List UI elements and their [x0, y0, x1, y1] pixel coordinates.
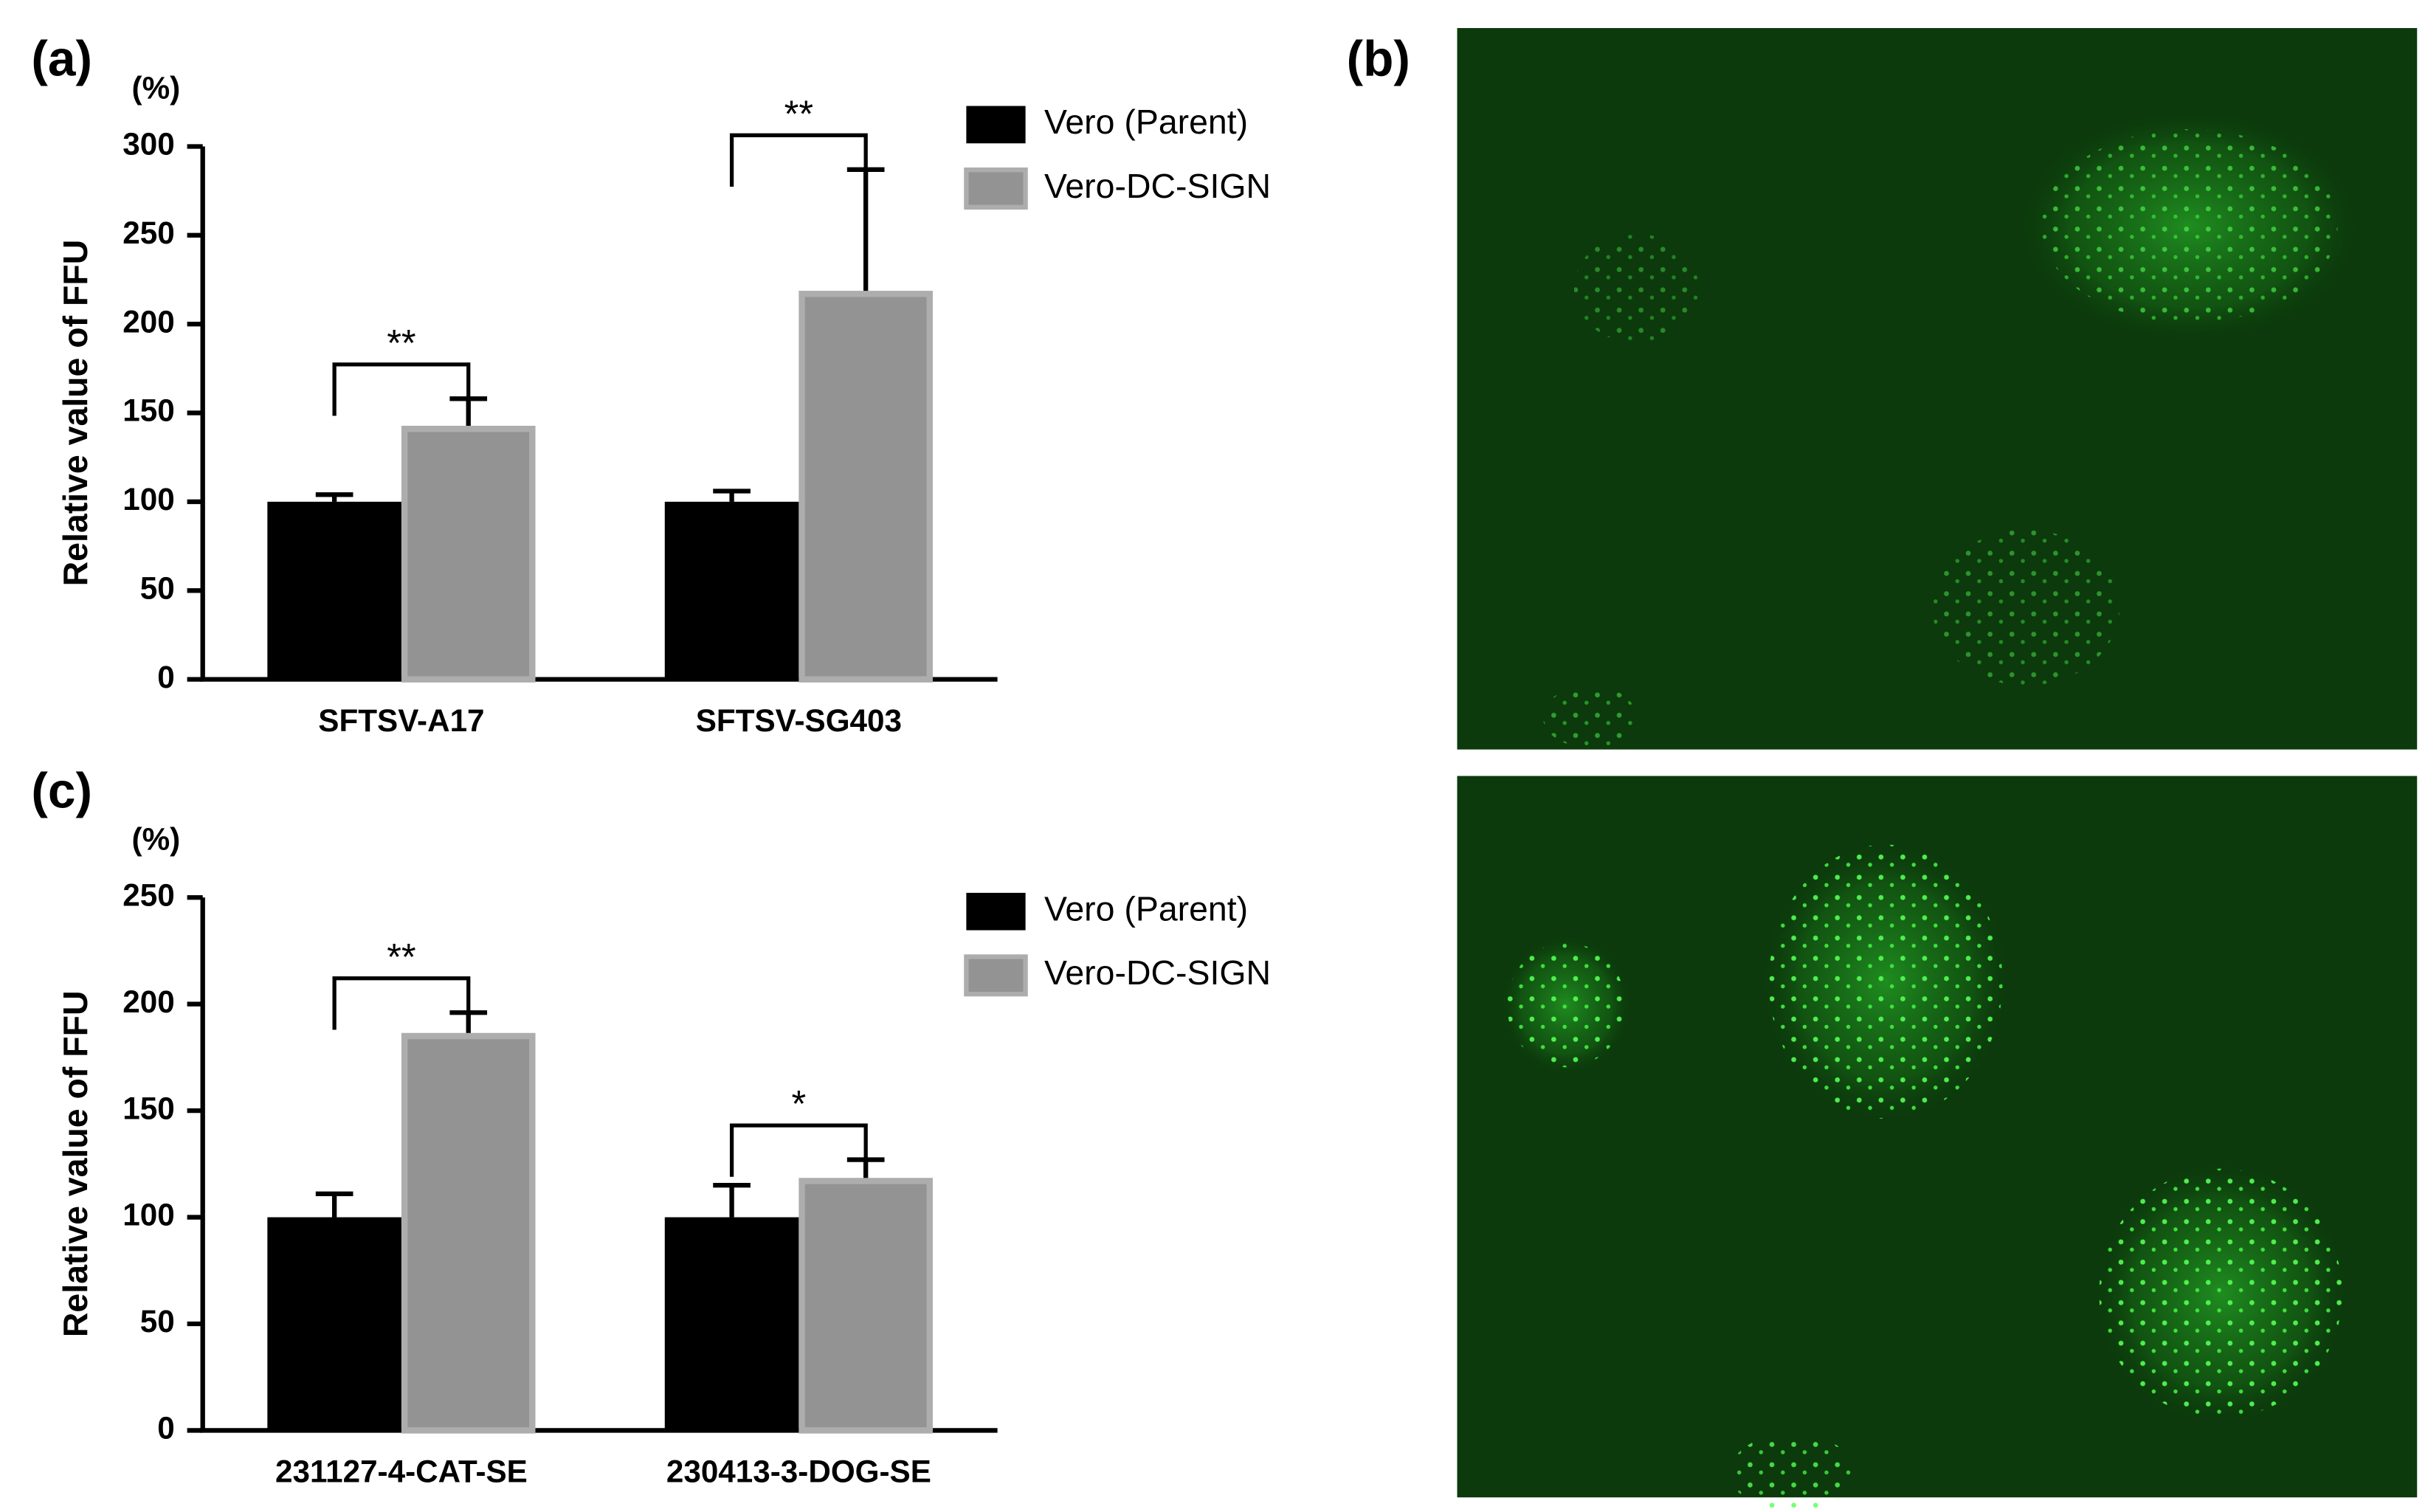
legend-swatch	[964, 167, 1028, 210]
bar	[401, 1032, 536, 1434]
bar	[798, 291, 933, 683]
micrograph	[1457, 776, 2418, 1512]
significance-bracket	[729, 1123, 868, 1177]
y-unit: (%)	[132, 71, 181, 106]
x-tick-label: 230413-3-DOG-SE	[666, 1454, 931, 1489]
legend-label: Vero-DC-SIGN	[1044, 953, 1271, 992]
legend-swatch	[964, 954, 1028, 997]
legend-label: Vero (Parent)	[1044, 890, 1248, 928]
bar	[664, 501, 799, 680]
y-axis-label: Relative value of FFU	[56, 240, 94, 587]
significance-label: *	[792, 1083, 807, 1125]
y-tick-label: 100	[123, 482, 174, 517]
significance-bracket	[332, 976, 471, 1030]
panel-label: (c)	[31, 764, 92, 819]
legend-label: Vero (Parent)	[1044, 103, 1248, 141]
y-tick-label: 50	[140, 570, 175, 605]
x-tick-label: SFTSV-SG403	[696, 703, 902, 738]
panel-label: (b)	[1347, 31, 1410, 86]
significance-label: **	[387, 322, 415, 364]
y-tick-label: 250	[123, 877, 174, 912]
bar	[267, 501, 401, 680]
y-tick-label: 200	[123, 304, 174, 339]
y-tick-label: 200	[123, 984, 174, 1019]
x-tick-label: 231127-4-CAT-SE	[275, 1454, 528, 1489]
y-unit: (%)	[132, 821, 181, 856]
significance-label: **	[784, 92, 813, 134]
y-tick-label: 0	[157, 1411, 174, 1446]
y-tick-label: 0	[157, 660, 174, 694]
micrograph	[1457, 28, 2418, 750]
y-tick-label: 300	[123, 127, 174, 162]
significance-bracket	[332, 362, 471, 416]
bar	[664, 1217, 799, 1431]
y-tick-label: 150	[123, 1091, 174, 1125]
y-axis-label: Relative value of FFU	[56, 991, 94, 1338]
y-tick-label: 50	[140, 1304, 175, 1339]
panel-label: (a)	[31, 31, 92, 86]
x-tick-label: SFTSV-A17	[318, 703, 484, 738]
bar	[798, 1178, 933, 1434]
bar	[401, 426, 536, 683]
legend-label: Vero-DC-SIGN	[1044, 167, 1271, 205]
y-tick-label: 150	[123, 393, 174, 428]
significance-bracket	[729, 133, 868, 187]
legend-swatch	[966, 106, 1026, 144]
legend-swatch	[966, 892, 1026, 931]
bar	[267, 1217, 401, 1431]
significance-label: **	[387, 936, 415, 978]
y-tick-label: 250	[123, 215, 174, 250]
y-tick-label: 100	[123, 1198, 174, 1232]
